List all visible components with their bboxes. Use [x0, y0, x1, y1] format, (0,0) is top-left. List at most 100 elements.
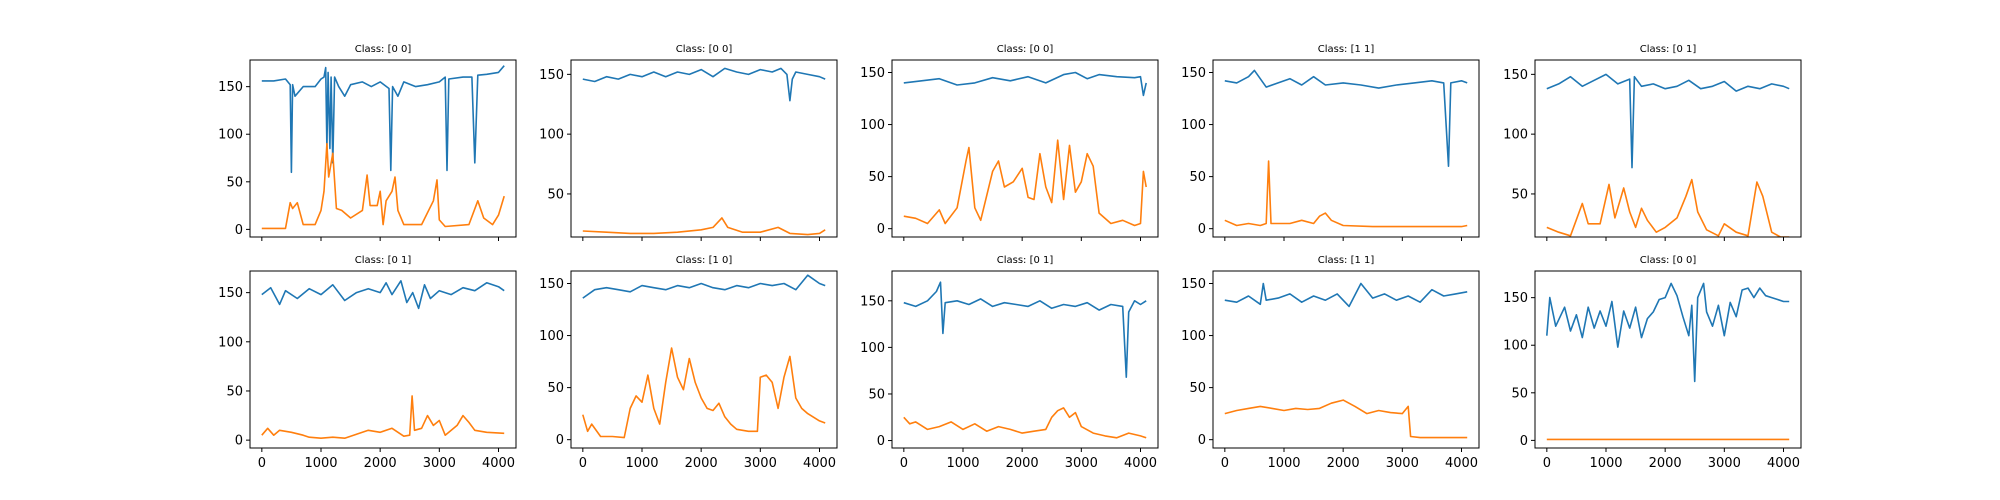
chart-panel-3: Class: [0 0] 0 50 100 150: [860, 44, 1159, 241]
series-line-2: [582, 217, 826, 236]
series-line-1: [1546, 282, 1790, 383]
x-tick-label: 3000: [744, 456, 777, 471]
x-tick-label: 0: [900, 456, 908, 471]
panel-title: Class: [1 0]: [676, 255, 733, 266]
x-tick-label: 2000: [685, 456, 718, 471]
y-tick-label: 50: [226, 175, 243, 190]
series-line-1: [1224, 282, 1468, 308]
panel-title: Class: [0 0]: [355, 44, 412, 55]
chart-panel-4: Class: [1 1] 0 50 100 150: [1181, 44, 1480, 241]
panel-title: Class: [1 1]: [1318, 255, 1375, 266]
y-tick-label: 100: [218, 335, 243, 350]
x-tick-label: 4000: [1767, 456, 1800, 471]
axes-frame: [1534, 270, 1802, 449]
series-line-2: [903, 139, 1147, 227]
x-tick-label: 1000: [1267, 456, 1300, 471]
x-tick-label: 2000: [364, 456, 397, 471]
x-tick-label: 2000: [1649, 456, 1682, 471]
series-line-2: [261, 142, 505, 230]
series-line-2: [903, 407, 1147, 439]
y-tick-label: 100: [860, 341, 885, 356]
chart-panel-5: Class: [0 1] 50 100 150: [1503, 44, 1802, 241]
series-line-1: [903, 281, 1147, 379]
y-tick-label: 0: [1198, 222, 1206, 237]
axes-frame: [570, 59, 838, 238]
series-line-2: [261, 395, 505, 440]
series-line-2: [1224, 399, 1468, 439]
axes-frame: [249, 270, 517, 449]
y-tick-label: 50: [1189, 170, 1206, 185]
y-tick-label: 100: [218, 128, 243, 143]
axes-frame: [891, 270, 1159, 449]
series-line-1: [261, 65, 505, 174]
axes-frame: [570, 270, 838, 449]
series-line-1: [1224, 69, 1468, 167]
y-tick-label: 150: [1181, 66, 1206, 81]
x-tick-label: 1000: [946, 456, 979, 471]
y-tick-label: 50: [226, 384, 243, 399]
series-line-2: [582, 347, 826, 439]
panel-title: Class: [0 0]: [997, 44, 1054, 55]
x-tick-label: 0: [1221, 456, 1229, 471]
x-tick-label: 2000: [1006, 456, 1039, 471]
x-tick-label: 3000: [1708, 456, 1741, 471]
chart-panel-2: Class: [0 0] 50 100 150: [539, 44, 838, 241]
y-tick-label: 0: [235, 434, 243, 449]
series-line-2: [1224, 160, 1468, 228]
panel-title: Class: [0 1]: [1640, 44, 1697, 55]
axes-frame: [1534, 59, 1802, 238]
x-tick-label: 2000: [1327, 456, 1360, 471]
y-tick-label: 50: [1189, 381, 1206, 396]
series-line-1: [261, 279, 505, 310]
y-tick-label: 100: [1181, 118, 1206, 133]
panel-title: Class: [0 0]: [676, 44, 733, 55]
y-tick-label: 150: [1503, 68, 1528, 83]
y-tick-label: 100: [539, 128, 564, 143]
x-tick-label: 0: [579, 456, 587, 471]
x-tick-label: 3000: [423, 456, 456, 471]
chart-panel-6: Class: [0 1] 0 50 100 150 0 1000 2000 3000 4000: [218, 255, 517, 471]
series-line-1: [582, 67, 826, 102]
x-tick-label: 4000: [1124, 456, 1157, 471]
y-tick-label: 150: [539, 277, 564, 292]
x-tick-label: 3000: [1386, 456, 1419, 471]
axes-frame: [249, 59, 517, 238]
axes-frame: [1212, 270, 1480, 449]
y-tick-label: 50: [1511, 386, 1528, 401]
y-tick-label: 50: [868, 170, 885, 185]
x-tick-label: 4000: [803, 456, 836, 471]
chart-panel-9: Class: [1 1] 0 50 100 150 0 1000 2000 3000 4000: [1181, 255, 1480, 471]
axes-frame: [1212, 59, 1480, 238]
chart-panel-8: Class: [0 1] 0 50 100 150 0 1000 2000 3000 4000: [860, 255, 1159, 471]
x-tick-label: 1000: [304, 456, 337, 471]
y-tick-label: 0: [1520, 434, 1528, 449]
y-tick-label: 100: [1503, 128, 1528, 143]
chart-panel-1: Class: [0 0] 0 50 100 150: [218, 44, 517, 241]
y-tick-label: 150: [1503, 291, 1528, 306]
panel-title: Class: [0 0]: [1640, 255, 1697, 266]
y-tick-label: 150: [860, 66, 885, 81]
series-line-1: [1546, 73, 1790, 169]
x-tick-label: 1000: [1589, 456, 1622, 471]
y-tick-label: 150: [539, 68, 564, 83]
chart-panel-10: Class: [0 0] 0 50 100 150 0 1000 2000 3000 4000: [1503, 255, 1802, 471]
x-tick-label: 3000: [1065, 456, 1098, 471]
x-tick-label: 0: [258, 456, 266, 471]
panel-title: Class: [1 1]: [1318, 44, 1375, 55]
y-tick-label: 50: [1511, 187, 1528, 202]
y-tick-label: 100: [1181, 329, 1206, 344]
panel-title: Class: [0 1]: [997, 255, 1054, 266]
y-tick-label: 0: [556, 433, 564, 448]
y-tick-label: 0: [235, 223, 243, 238]
x-tick-label: 0: [1543, 456, 1551, 471]
series-line-2: [1546, 178, 1790, 237]
y-tick-label: 50: [547, 187, 564, 202]
y-tick-label: 0: [877, 222, 885, 237]
y-tick-label: 150: [218, 286, 243, 301]
panel-title: Class: [0 1]: [355, 255, 412, 266]
x-tick-label: 4000: [1445, 456, 1478, 471]
y-tick-label: 50: [547, 381, 564, 396]
x-tick-label: 4000: [482, 456, 515, 471]
y-tick-label: 100: [1503, 339, 1528, 354]
